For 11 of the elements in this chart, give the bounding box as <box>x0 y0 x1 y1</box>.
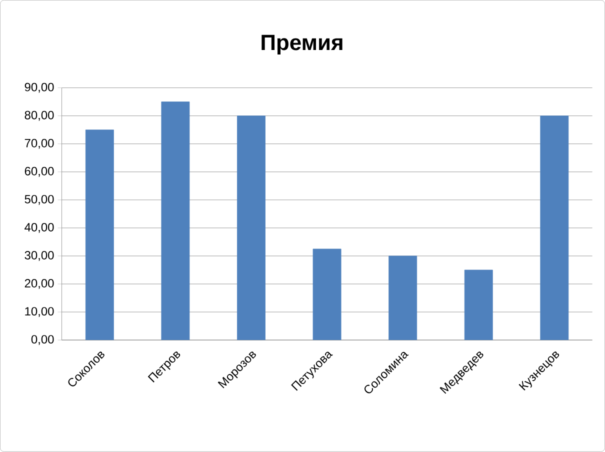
chart-title: Премия <box>262 34 342 55</box>
y-tick-label: 30,00 <box>24 251 54 261</box>
y-tick-label: 80,00 <box>24 110 54 121</box>
y-tick-label: 90,00 <box>24 82 54 93</box>
y-tick-label: 60,00 <box>24 167 54 177</box>
y-tick-label: 0,00 <box>31 335 54 346</box>
y-tick-label: 70,00 <box>24 138 54 149</box>
y-tick-label: 50,00 <box>24 195 54 205</box>
y-tick-label: 40,00 <box>24 223 54 233</box>
y-tick-label: 20,00 <box>24 279 54 289</box>
y-tick-label: 10,00 <box>25 307 54 318</box>
